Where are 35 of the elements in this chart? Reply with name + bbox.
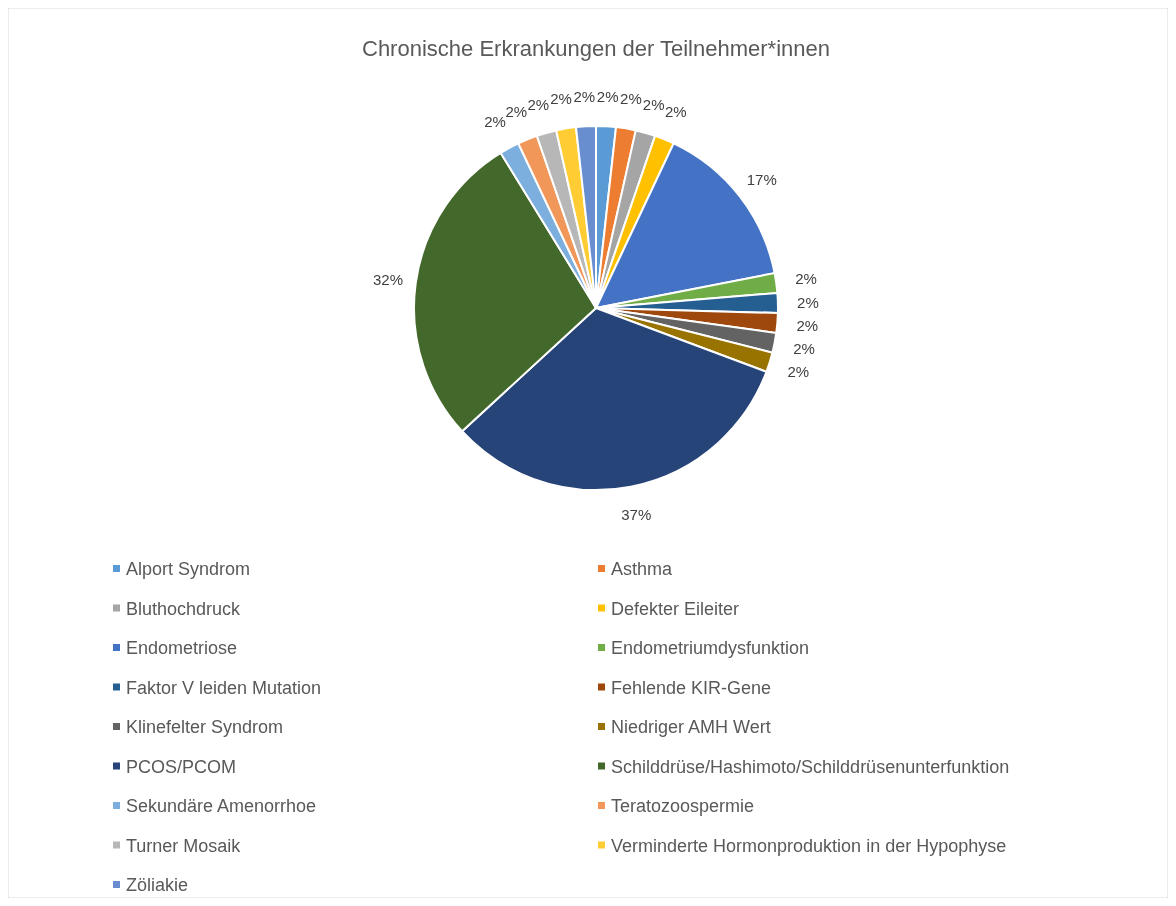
legend-label: PCOS/PCOM (126, 756, 237, 777)
data-label: 2% (527, 95, 550, 113)
data-label: 2% (505, 103, 528, 121)
legend-label: Sekundäre Amenorrhoe (126, 796, 317, 816)
legend-label: Zöliakie (126, 875, 189, 895)
data-label: 2% (573, 87, 596, 105)
legend-label: Teratozoospermie (611, 796, 755, 816)
data-label: 2% (787, 362, 810, 380)
data-label: 37% (621, 505, 652, 523)
legend-label: Verminderte Hormonproduktion in der Hypophyse (611, 835, 1007, 856)
legend-label: Bluthochdruck (126, 598, 242, 619)
data-label: 2% (484, 113, 506, 131)
legend-label: Faktor V leiden Mutation (126, 677, 322, 698)
legend-label: Schilddrüse/Hashimoto/Schilddrüsenunterfunktion (611, 756, 1010, 777)
legend-label: Klinefelter Syndrom (126, 717, 284, 737)
legend-label: Turner Mosaik (126, 835, 242, 856)
legend-label: Fehlende KIR-Gene (611, 677, 772, 698)
chart-title: Chronische Erkrankungen der Teilnehmer*innen (362, 35, 830, 61)
data-label: 2% (797, 293, 819, 311)
data-label: 2% (796, 317, 819, 335)
data-label: 2% (620, 90, 642, 108)
legend-label: Endometriose (126, 638, 238, 658)
data-label: 32% (372, 270, 404, 288)
data-label: 2% (793, 340, 815, 358)
data-label: 17% (746, 170, 777, 188)
legend-label: Asthma (611, 559, 674, 579)
data-label: 2% (596, 87, 619, 105)
data-label: 2% (664, 103, 687, 121)
legend-label: Endometriumdysfunktion (611, 638, 810, 658)
data-label: 2% (642, 95, 665, 113)
data-label: 2% (550, 90, 572, 108)
legend-label: Niedriger AMH Wert (611, 717, 771, 737)
legend-label: Defekter Eileiter (611, 598, 740, 619)
legend-label: Alport Syndrom (126, 559, 251, 579)
data-label: 2% (795, 270, 817, 288)
